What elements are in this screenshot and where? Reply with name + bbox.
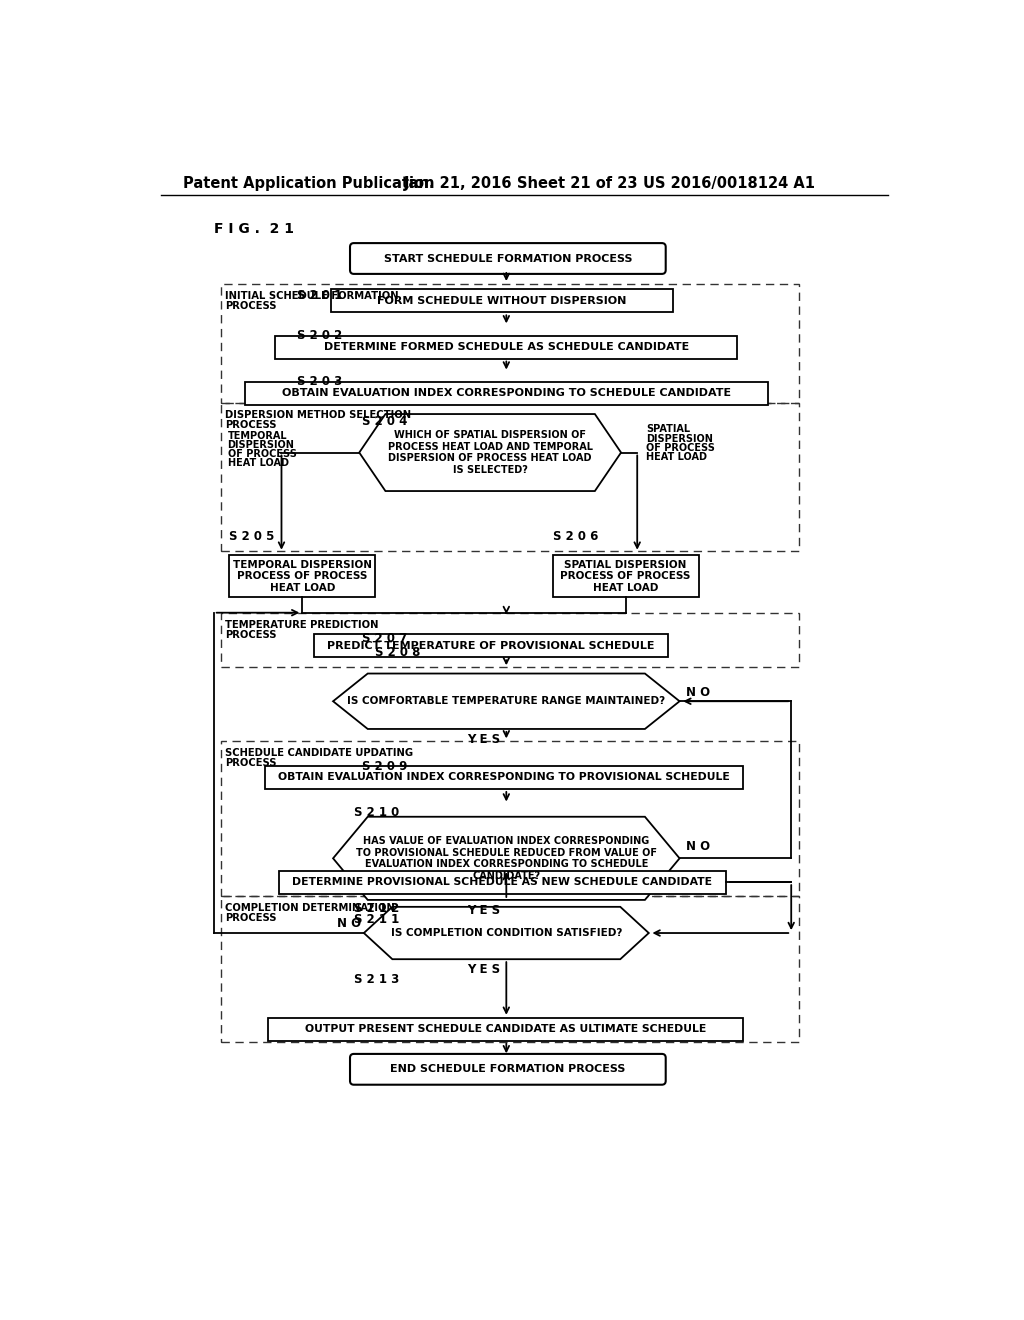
FancyBboxPatch shape xyxy=(267,1018,743,1040)
Text: INITIAL SCHEDULE FORMATION: INITIAL SCHEDULE FORMATION xyxy=(225,290,399,301)
Text: TEMPERATURE PREDICTION: TEMPERATURE PREDICTION xyxy=(225,619,379,630)
Text: OUTPUT PRESENT SCHEDULE CANDIDATE AS ULTIMATE SCHEDULE: OUTPUT PRESENT SCHEDULE CANDIDATE AS ULT… xyxy=(305,1024,707,1035)
Text: Y E S: Y E S xyxy=(467,904,500,917)
Text: SPATIAL: SPATIAL xyxy=(646,425,690,434)
Text: S 2 0 3: S 2 0 3 xyxy=(297,375,342,388)
FancyBboxPatch shape xyxy=(553,554,698,598)
Text: S 2 0 4: S 2 0 4 xyxy=(361,416,407,428)
Text: END SCHEDULE FORMATION PROCESS: END SCHEDULE FORMATION PROCESS xyxy=(390,1064,626,1074)
Text: PREDICT TEMPERATURE OF PROVISIONAL SCHEDULE: PREDICT TEMPERATURE OF PROVISIONAL SCHED… xyxy=(328,640,654,651)
FancyBboxPatch shape xyxy=(229,554,376,598)
Text: Patent Application Publication: Patent Application Publication xyxy=(183,176,434,190)
Text: SCHEDULE CANDIDATE UPDATING: SCHEDULE CANDIDATE UPDATING xyxy=(225,748,414,758)
Text: S 2 0 6: S 2 0 6 xyxy=(553,531,598,544)
Text: F I G .  2 1: F I G . 2 1 xyxy=(214,222,294,236)
Text: FORM SCHEDULE WITHOUT DISPERSION: FORM SCHEDULE WITHOUT DISPERSION xyxy=(378,296,627,306)
Text: TEMPORAL: TEMPORAL xyxy=(227,430,287,441)
Text: US 2016/0018124 A1: US 2016/0018124 A1 xyxy=(643,176,815,190)
Text: IS COMPLETION CONDITION SATISFIED?: IS COMPLETION CONDITION SATISFIED? xyxy=(390,928,622,939)
Text: OBTAIN EVALUATION INDEX CORRESPONDING TO SCHEDULE CANDIDATE: OBTAIN EVALUATION INDEX CORRESPONDING TO… xyxy=(282,388,731,399)
Text: DISPERSION METHOD SELECTION: DISPERSION METHOD SELECTION xyxy=(225,411,412,420)
Text: TEMPORAL DISPERSION
PROCESS OF PROCESS
HEAT LOAD: TEMPORAL DISPERSION PROCESS OF PROCESS H… xyxy=(232,560,372,593)
Text: S 2 1 1: S 2 1 1 xyxy=(354,913,399,927)
Text: N O: N O xyxy=(337,917,361,931)
Polygon shape xyxy=(364,907,649,960)
Text: S 2 1 3: S 2 1 3 xyxy=(354,973,399,986)
FancyBboxPatch shape xyxy=(280,871,726,894)
Text: START SCHEDULE FORMATION PROCESS: START SCHEDULE FORMATION PROCESS xyxy=(384,253,632,264)
Text: Jan. 21, 2016: Jan. 21, 2016 xyxy=(403,176,512,190)
Text: HEAT LOAD: HEAT LOAD xyxy=(646,453,708,462)
FancyBboxPatch shape xyxy=(350,1053,666,1085)
Text: N O: N O xyxy=(686,841,710,853)
Text: IS COMFORTABLE TEMPERATURE RANGE MAINTAINED?: IS COMFORTABLE TEMPERATURE RANGE MAINTAI… xyxy=(347,696,666,706)
FancyBboxPatch shape xyxy=(350,243,666,275)
Text: PROCESS: PROCESS xyxy=(225,758,276,768)
FancyBboxPatch shape xyxy=(331,289,674,313)
Text: DISPERSION: DISPERSION xyxy=(227,440,295,450)
Text: N O: N O xyxy=(686,685,710,698)
Polygon shape xyxy=(333,817,680,900)
Text: S 2 0 1: S 2 0 1 xyxy=(297,289,342,302)
Text: S 2 1 0: S 2 1 0 xyxy=(354,805,399,818)
Text: PROCESS: PROCESS xyxy=(225,301,276,310)
Text: S 2 0 9: S 2 0 9 xyxy=(361,760,407,774)
Text: S 2 0 5: S 2 0 5 xyxy=(229,531,274,544)
Text: OF PROCESS: OF PROCESS xyxy=(227,449,297,459)
Text: DETERMINE FORMED SCHEDULE AS SCHEDULE CANDIDATE: DETERMINE FORMED SCHEDULE AS SCHEDULE CA… xyxy=(324,342,689,352)
FancyBboxPatch shape xyxy=(265,766,742,789)
Text: S 2 0 8: S 2 0 8 xyxy=(376,645,421,659)
Text: PROCESS: PROCESS xyxy=(225,630,276,640)
FancyBboxPatch shape xyxy=(313,635,668,657)
Text: SPATIAL DISPERSION
PROCESS OF PROCESS
HEAT LOAD: SPATIAL DISPERSION PROCESS OF PROCESS HE… xyxy=(560,560,691,593)
Polygon shape xyxy=(333,673,680,729)
Text: PROCESS: PROCESS xyxy=(225,420,276,430)
Text: DETERMINE PROVISIONAL SCHEDULE AS NEW SCHEDULE CANDIDATE: DETERMINE PROVISIONAL SCHEDULE AS NEW SC… xyxy=(293,878,713,887)
FancyBboxPatch shape xyxy=(275,335,737,359)
Text: HEAT LOAD: HEAT LOAD xyxy=(227,458,289,469)
Text: S 2 0 2: S 2 0 2 xyxy=(297,329,342,342)
Text: OF PROCESS: OF PROCESS xyxy=(646,444,716,453)
Text: WHICH OF SPATIAL DISPERSION OF
PROCESS HEAT LOAD AND TEMPORAL
DISPERSION OF PROC: WHICH OF SPATIAL DISPERSION OF PROCESS H… xyxy=(388,430,593,475)
Text: Y E S: Y E S xyxy=(467,964,500,977)
Text: PROCESS: PROCESS xyxy=(225,913,276,923)
Text: Sheet 21 of 23: Sheet 21 of 23 xyxy=(517,176,638,190)
FancyBboxPatch shape xyxy=(245,381,768,405)
Text: S 2 1 2: S 2 1 2 xyxy=(354,902,399,915)
Text: Y E S: Y E S xyxy=(467,733,500,746)
Text: HAS VALUE OF EVALUATION INDEX CORRESPONDING
TO PROVISIONAL SCHEDULE REDUCED FROM: HAS VALUE OF EVALUATION INDEX CORRESPOND… xyxy=(355,836,656,880)
Text: S 2 0 7: S 2 0 7 xyxy=(361,631,407,644)
Text: COMPLETION DETERMINATION: COMPLETION DETERMINATION xyxy=(225,903,395,913)
Polygon shape xyxy=(359,414,621,491)
Text: OBTAIN EVALUATION INDEX CORRESPONDING TO PROVISIONAL SCHEDULE: OBTAIN EVALUATION INDEX CORRESPONDING TO… xyxy=(279,772,730,783)
Text: DISPERSION: DISPERSION xyxy=(646,434,714,444)
